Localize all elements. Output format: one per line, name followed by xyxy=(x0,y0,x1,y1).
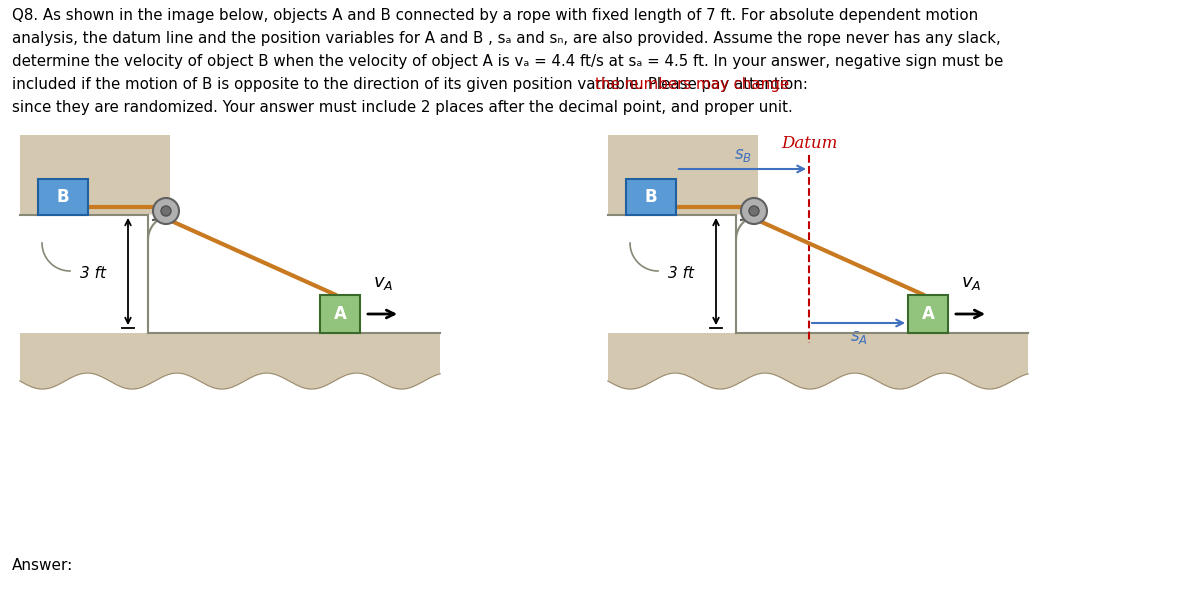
Polygon shape xyxy=(148,215,173,240)
Text: A: A xyxy=(922,305,935,323)
Text: analysis, the datum line and the position variables for A and B , sₐ and sₙ, are: analysis, the datum line and the positio… xyxy=(12,31,1001,46)
Text: $v_A$: $v_A$ xyxy=(961,274,982,292)
Polygon shape xyxy=(20,135,170,215)
Text: Datum: Datum xyxy=(781,135,838,152)
Polygon shape xyxy=(736,215,761,240)
Text: 3 ft: 3 ft xyxy=(80,267,106,282)
Polygon shape xyxy=(608,135,758,215)
Polygon shape xyxy=(608,373,1028,393)
Text: $s_B$: $s_B$ xyxy=(733,146,751,164)
Text: the numbers may change: the numbers may change xyxy=(595,77,790,92)
Polygon shape xyxy=(20,243,70,271)
FancyBboxPatch shape xyxy=(38,179,88,215)
Text: included if the motion of B is opposite to the direction of its given position v: included if the motion of B is opposite … xyxy=(12,77,812,92)
Text: A: A xyxy=(334,305,347,323)
Text: Answer:: Answer: xyxy=(12,558,73,573)
Polygon shape xyxy=(608,243,658,271)
Circle shape xyxy=(742,198,767,224)
Text: B: B xyxy=(56,188,70,206)
Text: $s_A$: $s_A$ xyxy=(850,328,868,346)
FancyBboxPatch shape xyxy=(908,295,948,333)
Circle shape xyxy=(154,198,179,224)
Polygon shape xyxy=(20,373,440,393)
Text: $v_A$: $v_A$ xyxy=(373,274,394,292)
Polygon shape xyxy=(608,333,1028,393)
Text: Q8. As shown in the image below, objects A and B connected by a rope with fixed : Q8. As shown in the image below, objects… xyxy=(12,8,978,23)
Text: since they are randomized. Your answer must include 2 places after the decimal p: since they are randomized. Your answer m… xyxy=(12,100,793,115)
Text: determine the velocity of object B when the velocity of object A is vₐ = 4.4 ft/: determine the velocity of object B when … xyxy=(12,54,1003,69)
FancyBboxPatch shape xyxy=(320,295,360,333)
Text: B: B xyxy=(644,188,658,206)
Circle shape xyxy=(749,206,760,216)
Circle shape xyxy=(161,206,172,216)
Text: 3 ft: 3 ft xyxy=(668,267,694,282)
Polygon shape xyxy=(20,333,440,393)
FancyBboxPatch shape xyxy=(626,179,676,215)
